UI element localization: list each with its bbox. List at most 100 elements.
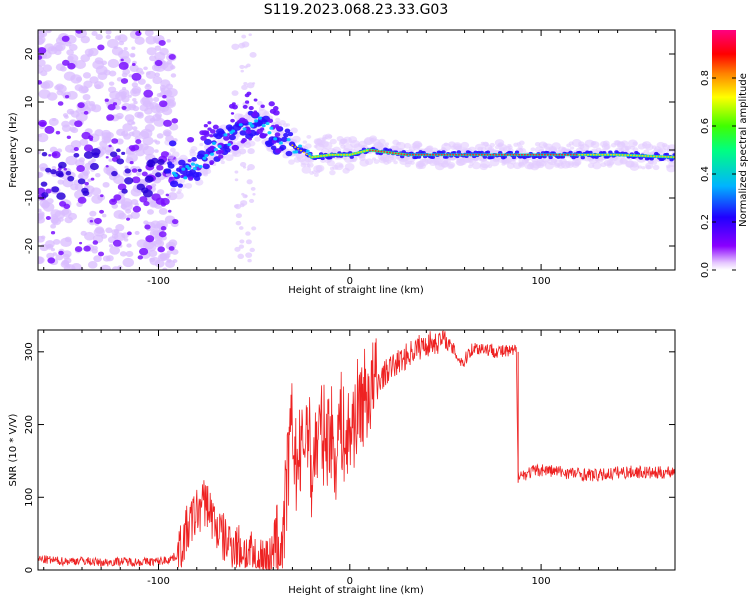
spectrogram-blob [158, 93, 163, 97]
spectrogram-blob [417, 160, 426, 168]
spectrogram-blob [82, 93, 91, 101]
spectrogram-blob [239, 203, 245, 208]
spectrogram-blob [224, 147, 231, 153]
spectrogram-blob [121, 86, 127, 91]
spectrogram-blob [64, 94, 70, 99]
spectrogram-blob [348, 153, 351, 156]
spectrogram-blob [549, 153, 552, 156]
spectrogram-blob [130, 211, 141, 219]
spectrogram-blob [237, 119, 243, 124]
spectrogram-blob [234, 246, 241, 252]
spectrogram-blob [116, 138, 124, 145]
spectrogram-blob [606, 153, 610, 156]
spectrogram-blob [604, 153, 607, 156]
spectrogram-blob [443, 153, 446, 156]
spectrogram-blob [80, 54, 91, 63]
spectrogram-blob [540, 153, 544, 156]
spectrogram-blob [228, 134, 236, 141]
spectrogram-blob [63, 203, 71, 210]
spectrogram-blob [60, 237, 72, 248]
spectrogram-blob [45, 188, 52, 194]
spectrogram-blob [666, 148, 672, 153]
spectrogram-blob [472, 153, 475, 156]
spectrogram-blob [51, 165, 57, 170]
spectrogram-blob [426, 153, 429, 156]
spectrogram-blob [359, 156, 366, 162]
spectrogram-blob [592, 161, 602, 170]
spectrogram-blob [625, 145, 632, 151]
spectrogram-blob [169, 147, 176, 153]
spectrogram-blob [131, 72, 142, 81]
spectrogram-blob [337, 153, 340, 156]
spectrogram-blob [50, 169, 57, 175]
spectrogram-blob [168, 54, 176, 60]
spectrogram-blob [452, 153, 455, 156]
spectrogram-blob [575, 153, 578, 156]
spectrogram-blob [55, 254, 64, 261]
spectrogram-blob [586, 153, 590, 156]
spectrogram-blob [558, 153, 561, 156]
spectrogram-blob [317, 155, 320, 158]
figure-title: S119.2023.068.23.33.G03 [264, 2, 449, 18]
spectrogram-blob [149, 118, 155, 122]
spectrogram-blob [514, 150, 520, 154]
spectrogram-blob [169, 180, 179, 188]
spectrogram-blob [383, 151, 386, 153]
spectrogram-blob [65, 170, 72, 176]
spectrogram-blob [644, 155, 647, 157]
spectrogram-blob [124, 177, 134, 185]
spectrogram-blob [187, 159, 192, 163]
spectrogram-blob [373, 159, 380, 164]
spectrogram-blob [302, 151, 305, 154]
snr-panel: -100 0 100 0 100 200 300 Height of straight l… [8, 329, 676, 596]
spectrogram-blob [572, 153, 575, 156]
spectrogram-blob [102, 181, 110, 188]
spectrogram-blob [308, 155, 311, 157]
spectrogram-blob [38, 55, 43, 60]
spectrogram-blob [331, 153, 334, 156]
spectrogram-blob [209, 134, 214, 138]
spectrogram-blob [41, 192, 49, 198]
colorbar-gradient [712, 30, 736, 270]
spectrogram-blob [101, 60, 108, 66]
spectrogram-blob [50, 223, 57, 229]
spectrogram-blob [145, 235, 155, 243]
spectrogram-blob [420, 153, 423, 156]
spectrogram-blob [160, 79, 171, 88]
spectrogram-blob [190, 162, 195, 166]
spectrogram-blob [82, 190, 90, 196]
spectrogram-blob [131, 82, 139, 88]
spectrogram-blob [108, 70, 117, 77]
spectrogram-y-tick-label: -20 [24, 238, 35, 254]
spectrogram-blob [437, 153, 440, 156]
spectrogram-blob [124, 168, 131, 174]
spectrogram-blob [629, 154, 633, 157]
spectrogram-blob [38, 208, 42, 213]
spectrogram-blob [121, 151, 126, 155]
spectrogram-blob [546, 153, 549, 156]
spectrogram-blob [275, 126, 280, 130]
spectrogram-blob [670, 156, 673, 158]
spectrogram-blob [63, 167, 67, 171]
spectrogram-blob [120, 94, 126, 99]
snr-frame [37, 329, 676, 571]
spectrogram-blob [46, 92, 58, 101]
spectrogram-blob [388, 151, 392, 154]
spectrogram-blob [598, 153, 601, 156]
spectrogram-blob [314, 155, 317, 158]
spectrogram-blob [82, 72, 92, 79]
spectrogram-blob [99, 209, 104, 214]
spectrogram-blob [518, 140, 525, 146]
spectrogram-blob [224, 154, 234, 162]
spectrogram-blob [511, 155, 517, 160]
spectrogram-blob [261, 124, 266, 128]
spectrogram-blob [73, 147, 79, 152]
spectrogram-blob [449, 153, 452, 156]
spectrogram-blob [122, 123, 133, 132]
spectrogram-blob [618, 154, 621, 156]
spectrogram-blob [234, 203, 242, 210]
spectrogram-blob [68, 43, 78, 51]
spectrogram-blob [434, 153, 437, 156]
spectrogram-blob [257, 116, 262, 120]
